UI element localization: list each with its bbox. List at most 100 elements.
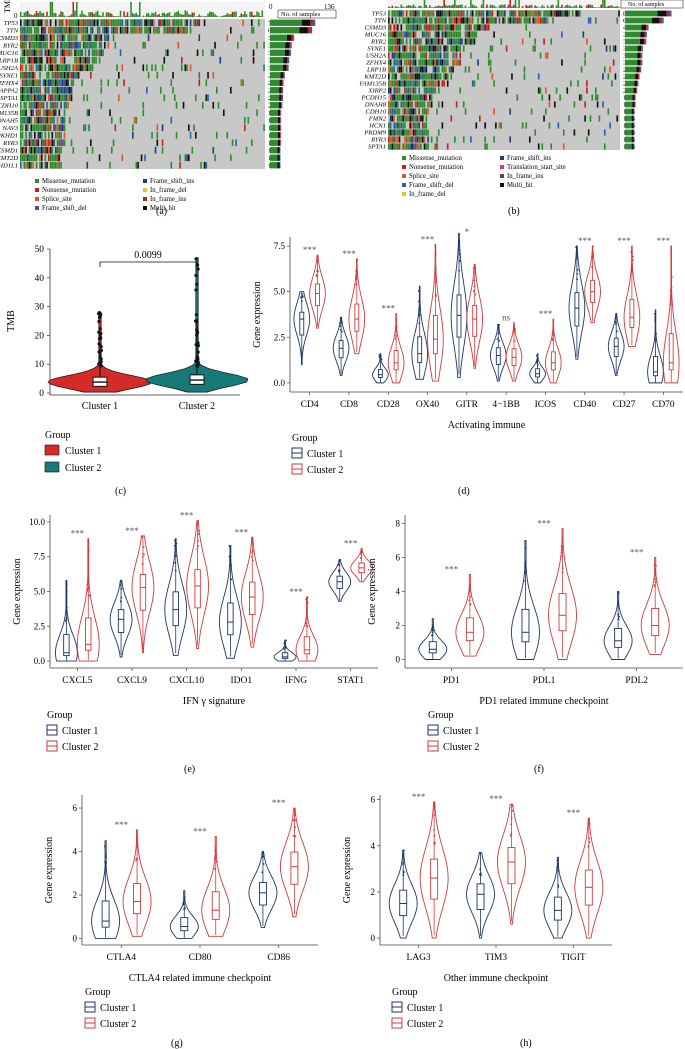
mutation-cell bbox=[395, 17, 397, 24]
mutation-cell bbox=[436, 38, 438, 45]
mutation-cell bbox=[170, 161, 173, 169]
mutation-cell bbox=[500, 122, 503, 129]
outlier-point bbox=[105, 861, 108, 864]
outlier-point bbox=[402, 871, 405, 874]
mutation-cell bbox=[116, 79, 118, 87]
panel-label-b: (b) bbox=[508, 206, 520, 217]
count-bar-segment bbox=[270, 94, 280, 101]
box-iqr bbox=[139, 574, 147, 611]
mutation-cell bbox=[595, 17, 597, 24]
mutation-cell bbox=[214, 41, 216, 49]
mutation-cell bbox=[114, 124, 117, 132]
mutation-cell bbox=[537, 73, 540, 80]
tmb-bar bbox=[76, 2, 78, 17]
mutation-cell bbox=[46, 71, 48, 79]
legend-title: Group bbox=[292, 433, 318, 444]
mutation-cell bbox=[396, 31, 399, 38]
mutation-cell bbox=[407, 129, 410, 136]
mutation-cell bbox=[473, 80, 476, 87]
tmb-outlier bbox=[196, 267, 200, 271]
mutation-cell bbox=[49, 146, 52, 154]
tmb-bar bbox=[525, 4, 527, 8]
mutation-cell bbox=[479, 115, 481, 122]
mutation-cell bbox=[84, 64, 87, 72]
mutation-cell bbox=[418, 122, 420, 129]
mutation-cell bbox=[437, 73, 440, 80]
tmb-bar bbox=[450, 5, 453, 8]
mutation-cell bbox=[95, 34, 97, 42]
mutation-cell bbox=[395, 45, 397, 52]
mutation-cell bbox=[416, 73, 419, 80]
mutation-cell bbox=[60, 41, 62, 49]
significance-label: *** bbox=[539, 309, 553, 319]
mutation-cell bbox=[452, 52, 454, 59]
mutation-cell bbox=[432, 66, 435, 73]
mutation-cell bbox=[67, 19, 69, 27]
outlier-point bbox=[339, 317, 342, 320]
mutation-cell bbox=[450, 31, 453, 38]
box-iqr bbox=[553, 896, 562, 921]
mutation-cell bbox=[450, 17, 453, 24]
legend-label: Cluster 1 bbox=[100, 1003, 136, 1014]
mutation-cell bbox=[21, 34, 24, 42]
mutation-cell bbox=[493, 80, 495, 87]
mutation-cell bbox=[539, 17, 542, 24]
y-tick-label: 8 bbox=[396, 519, 401, 529]
mutation-cell bbox=[27, 56, 29, 64]
outlier-point bbox=[305, 598, 307, 601]
count-bar-segment bbox=[279, 147, 281, 154]
mutation-cell bbox=[48, 86, 50, 94]
mutation-cell bbox=[39, 161, 41, 169]
mutation-cell bbox=[430, 59, 433, 66]
mutation-cell bbox=[60, 131, 62, 139]
mutation-cell bbox=[34, 26, 36, 34]
count-bar-segment bbox=[625, 115, 632, 122]
outlier-point bbox=[655, 332, 657, 335]
mutation-cell bbox=[436, 17, 438, 24]
mutation-cell bbox=[202, 49, 204, 57]
mutation-cell bbox=[154, 64, 157, 72]
mutation-cell bbox=[532, 17, 535, 24]
tmb-bar bbox=[395, 6, 397, 8]
mutation-cell bbox=[58, 139, 61, 147]
mutation-cell bbox=[35, 56, 38, 64]
mutation-cell bbox=[402, 122, 404, 129]
mutation-cell bbox=[46, 49, 48, 57]
mutation-cell bbox=[389, 80, 392, 87]
mutation-cell bbox=[388, 136, 390, 143]
mutation-cell bbox=[51, 146, 54, 154]
mutation-cell bbox=[63, 94, 66, 102]
mutation-cell bbox=[39, 71, 41, 79]
outlier-point bbox=[283, 648, 286, 650]
mutation-cell bbox=[470, 10, 472, 17]
count-bar-segment bbox=[270, 109, 278, 116]
count-bar-segment bbox=[633, 143, 635, 150]
mutation-cell bbox=[450, 115, 453, 122]
mutation-cell bbox=[25, 49, 27, 57]
mutation-cell bbox=[240, 56, 243, 64]
mutation-cell bbox=[395, 10, 397, 17]
mutation-cell bbox=[437, 59, 440, 66]
tmb-bar bbox=[147, 13, 150, 17]
mutation-cell bbox=[411, 108, 413, 115]
mutation-cell bbox=[595, 94, 597, 101]
tmb-bars-b bbox=[388, 0, 620, 8]
tmb-bar bbox=[226, 13, 229, 17]
gene-label: CDH10 bbox=[0, 102, 19, 109]
mutation-cell bbox=[56, 124, 59, 132]
outlier-point bbox=[197, 539, 200, 542]
mutation-cell bbox=[37, 49, 40, 57]
mutation-cell bbox=[589, 45, 592, 52]
tmb-bar bbox=[81, 10, 83, 17]
tmb-bar bbox=[528, 5, 531, 8]
mutation-cell bbox=[434, 17, 437, 24]
mutation-cell bbox=[443, 17, 445, 24]
mutation-cell bbox=[405, 101, 408, 108]
mutation-cell bbox=[523, 10, 526, 17]
mutation-cell bbox=[446, 59, 449, 66]
mutation-cell bbox=[421, 59, 424, 66]
box-iqr bbox=[338, 340, 344, 359]
sample-count-bars-b bbox=[625, 10, 672, 150]
outlier-point bbox=[576, 268, 579, 271]
outlier-point bbox=[561, 571, 564, 574]
